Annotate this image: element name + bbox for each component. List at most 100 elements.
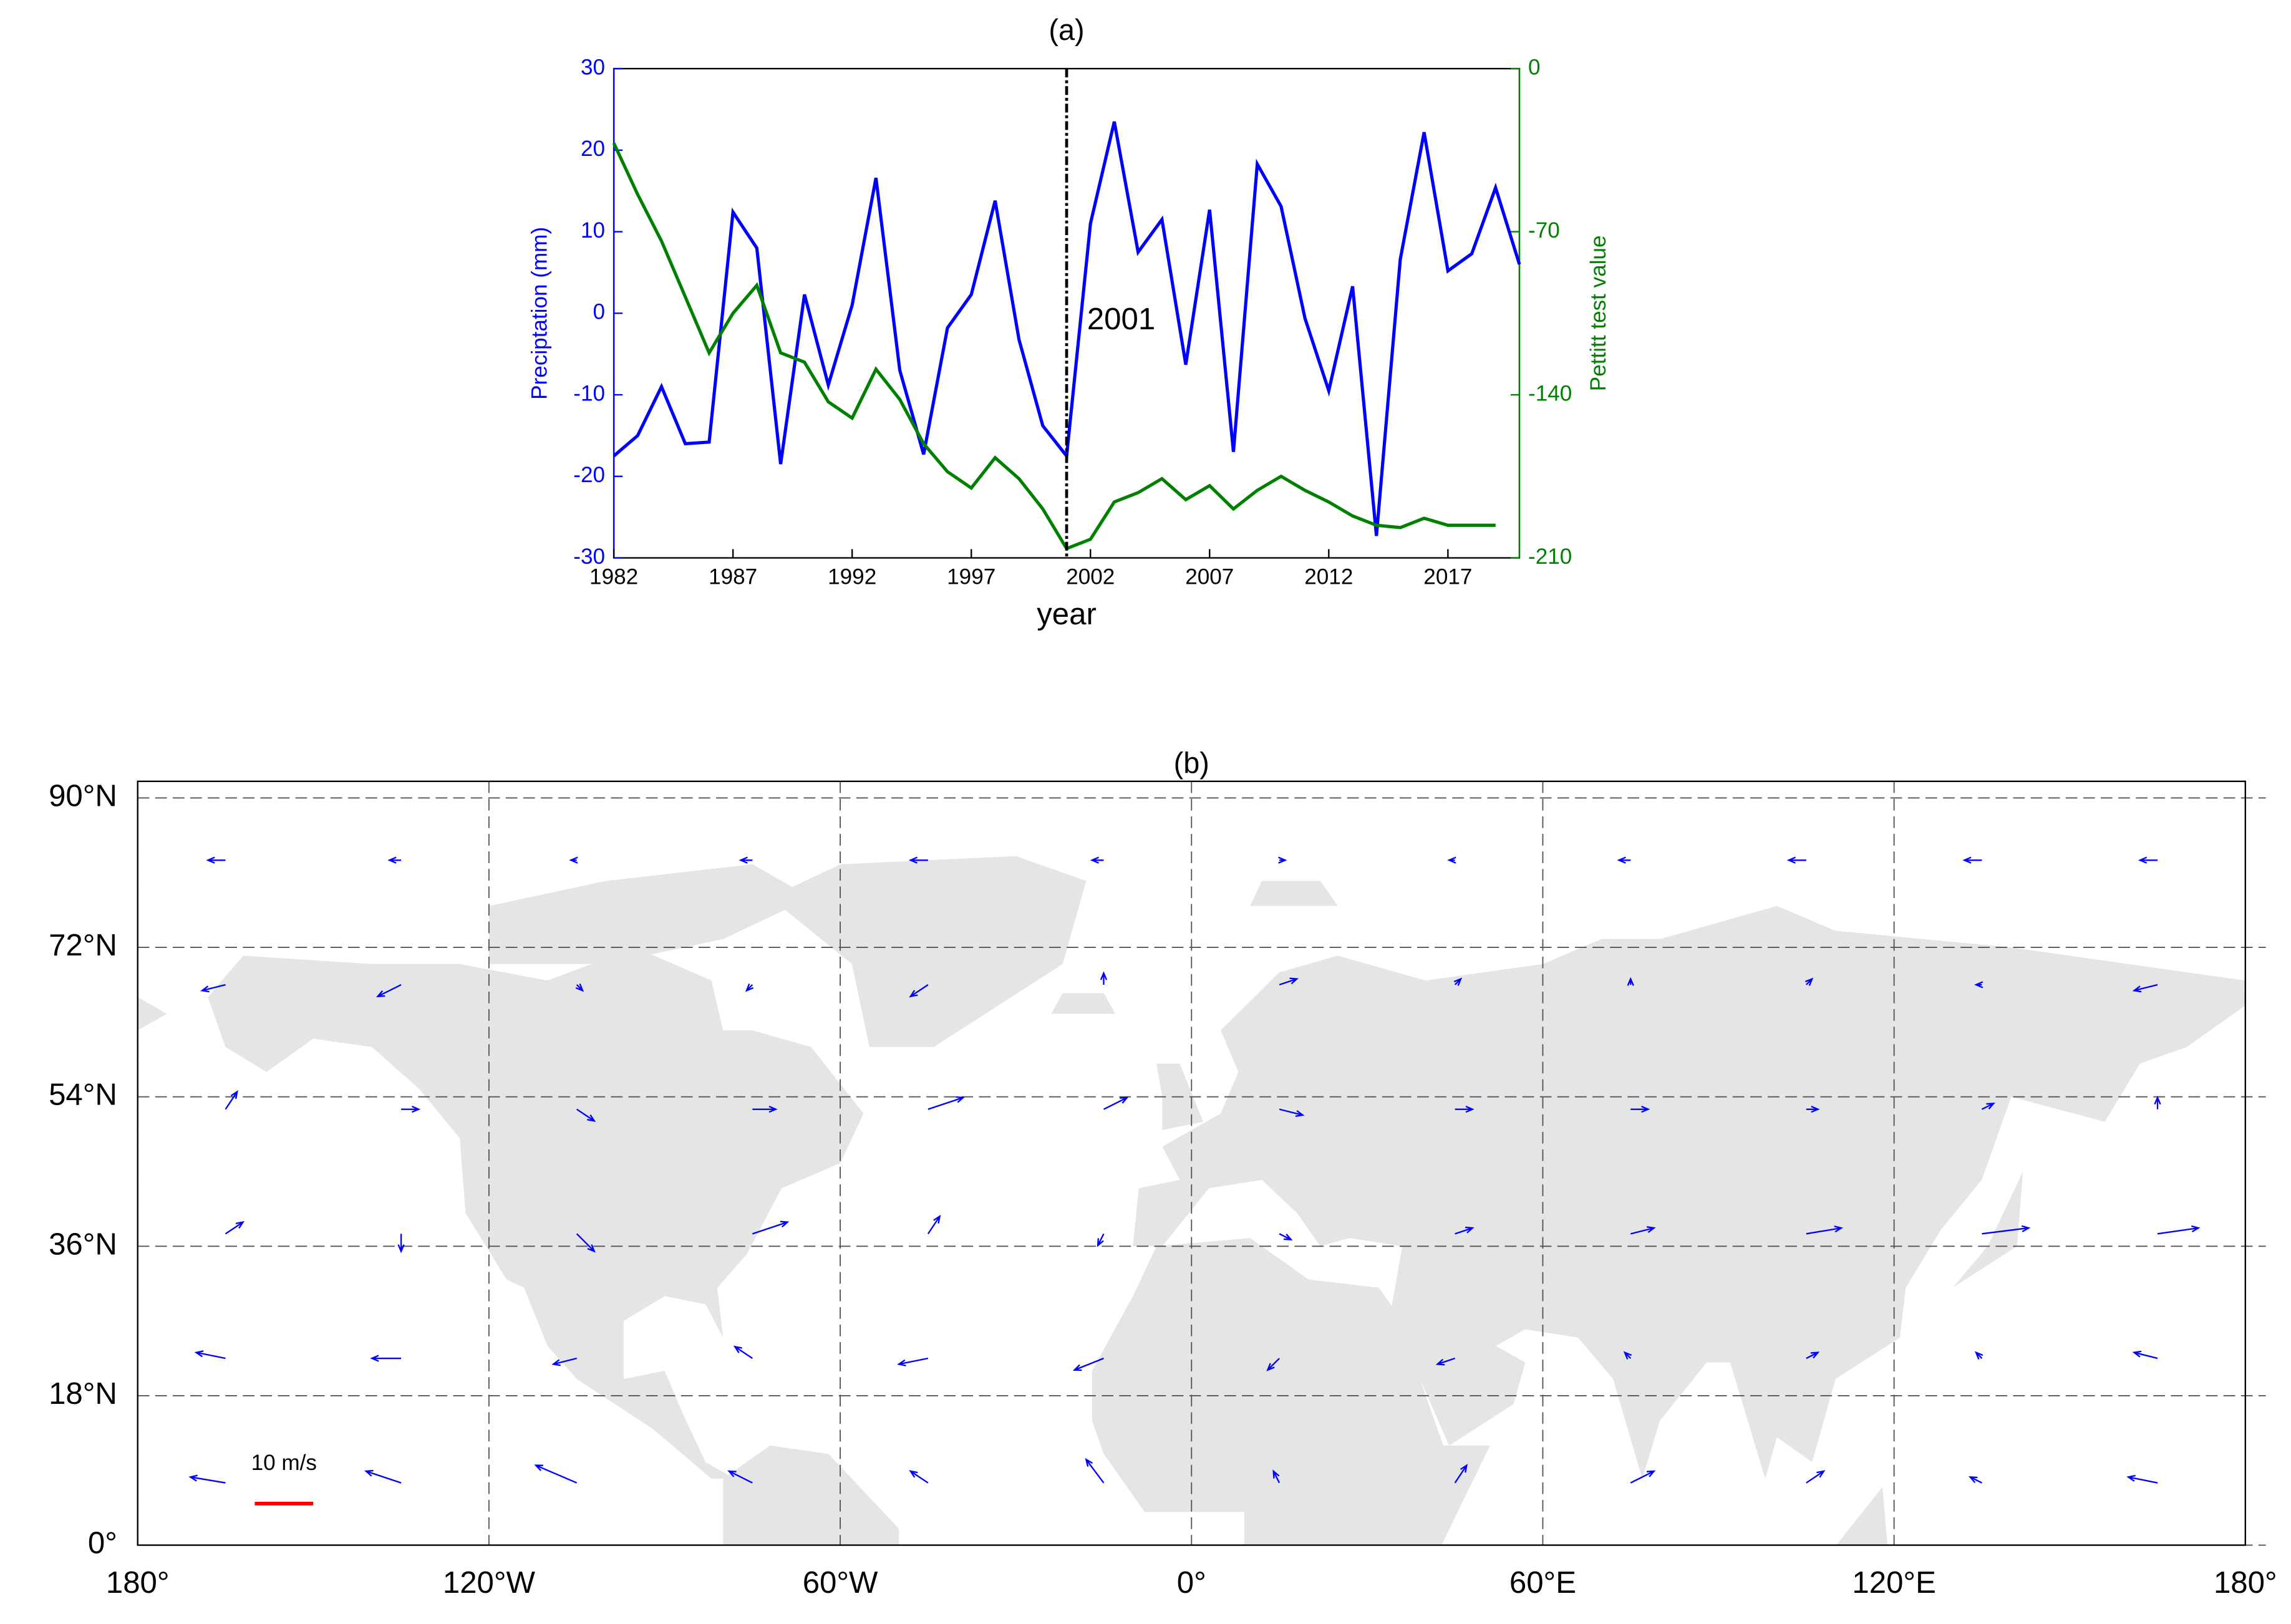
land-shape xyxy=(1133,906,2245,1479)
land-shape xyxy=(1250,881,1338,906)
x-tick-label: 180° xyxy=(2214,1565,2277,1600)
y-tick-label: 90°N xyxy=(49,778,117,813)
wind-vector xyxy=(2126,1474,2158,1484)
wind-vector xyxy=(188,1474,226,1484)
y-tick-label: 72°N xyxy=(49,928,117,962)
y-tick-label: 18°N xyxy=(49,1376,117,1411)
vectors xyxy=(188,856,2201,1484)
wind-vector xyxy=(575,984,584,992)
y2-tick-label: -210 xyxy=(1528,544,1572,569)
y2-tick-label: -70 xyxy=(1528,218,1560,243)
x-tick-label: 1997 xyxy=(947,565,995,589)
wind-vector xyxy=(534,1464,578,1484)
wind-vector xyxy=(1097,1233,1105,1247)
wind-vector xyxy=(745,984,754,992)
x-tick-label: 60°E xyxy=(1509,1565,1576,1600)
wind-vector xyxy=(733,1345,753,1359)
wind-vector xyxy=(1806,1225,1844,1235)
wind-vector xyxy=(1630,1106,1650,1113)
y-tick-label: 0 xyxy=(593,300,606,324)
x-tick-label: 1992 xyxy=(828,565,876,589)
annotation-label: 2001 xyxy=(1087,302,1155,336)
wind-vector xyxy=(739,856,753,864)
wind-vector xyxy=(1278,856,1287,864)
land-shape xyxy=(723,1445,899,1545)
x-tick-label: 1982 xyxy=(589,565,638,589)
wind-vector xyxy=(397,1234,405,1254)
x-tick-label: 2007 xyxy=(1185,565,1234,589)
wind-vector xyxy=(1085,1457,1105,1484)
wind-vector xyxy=(401,1106,421,1113)
wind-vector xyxy=(1279,977,1299,986)
wind-vector xyxy=(1435,1357,1456,1366)
wind-vector xyxy=(1969,1476,1982,1484)
wind-vector xyxy=(206,856,226,864)
wind-vector xyxy=(1806,1106,1820,1113)
wind-vector xyxy=(1100,971,1108,985)
land-shape xyxy=(137,997,167,1031)
wind-vector xyxy=(909,1470,929,1484)
wind-vector xyxy=(1455,1106,1475,1113)
wind-vector xyxy=(375,984,402,998)
wind-vector xyxy=(927,1214,941,1234)
wind-vector xyxy=(1806,1470,1826,1484)
wind-vector xyxy=(1453,977,1463,986)
wind-vector xyxy=(1455,1226,1475,1235)
land-shape xyxy=(208,947,864,1479)
wind-vector xyxy=(364,1469,402,1484)
x-tick-label: 120°W xyxy=(443,1565,536,1600)
y-tick-label: 54°N xyxy=(49,1078,117,1112)
x-tick-label: 2017 xyxy=(1423,565,1472,589)
series-line xyxy=(612,142,1496,551)
wind-vector xyxy=(1962,856,1982,864)
wind-vector xyxy=(909,984,929,998)
x-tick-label: 1987 xyxy=(709,565,757,589)
reference-label: 10 m/s xyxy=(251,1451,317,1475)
x-tick-label: 2012 xyxy=(1304,565,1353,589)
x-tick-label: 180° xyxy=(106,1565,170,1600)
wind-vector xyxy=(1454,1464,1468,1484)
wind-vector xyxy=(2157,1225,2201,1235)
chart-title: (a) xyxy=(1049,14,1084,46)
wind-vector xyxy=(194,1350,226,1360)
wind-vector xyxy=(1279,1108,1305,1117)
wind-vector xyxy=(1806,1351,1820,1360)
wind-vector xyxy=(752,1220,790,1235)
wind-vector xyxy=(1630,1470,1656,1484)
wind-vector xyxy=(2138,856,2158,864)
x-axis-label: year xyxy=(1037,597,1097,631)
wind-vector xyxy=(897,1357,929,1366)
wind-vector xyxy=(1090,856,1104,864)
x-tick-label: 120°E xyxy=(1852,1565,1935,1600)
y-tick-label: -10 xyxy=(573,381,605,405)
wind-vector xyxy=(1272,1469,1281,1484)
wind-vector xyxy=(908,856,928,864)
wind-vector xyxy=(2132,984,2158,993)
x-tick-label: 0° xyxy=(1177,1565,1206,1600)
y-axis-label: Preciptation (mm) xyxy=(527,227,551,400)
wind-vector xyxy=(1786,856,1806,864)
wind-vector xyxy=(1266,1358,1280,1371)
wind-vector xyxy=(1974,1351,1983,1360)
wind-vector xyxy=(928,1096,965,1110)
y-tick-label: 36°N xyxy=(49,1227,117,1261)
wind-vector xyxy=(752,1106,778,1113)
x-tick-label: 60°W xyxy=(803,1565,878,1600)
y2-tick-label: 0 xyxy=(1528,55,1541,79)
wind-vector xyxy=(1623,1351,1632,1360)
wind-vector xyxy=(1981,1102,1995,1110)
wind-vector xyxy=(1072,1357,1104,1371)
land-shape xyxy=(1952,1171,2023,1288)
wind-vector xyxy=(576,1108,596,1123)
wind-vector xyxy=(1974,981,1983,988)
wind-vector xyxy=(727,1470,753,1484)
wind-vector xyxy=(1804,977,1814,986)
y-tick-label: 20 xyxy=(581,137,605,161)
wind-vector xyxy=(370,1355,402,1362)
wind-vector xyxy=(200,984,226,993)
land-shape xyxy=(1836,1487,1888,1545)
land-shape xyxy=(488,864,811,964)
wind-vector xyxy=(1617,856,1631,864)
y-tick-label: -30 xyxy=(573,544,605,569)
chart-title: (b) xyxy=(1174,747,1209,779)
